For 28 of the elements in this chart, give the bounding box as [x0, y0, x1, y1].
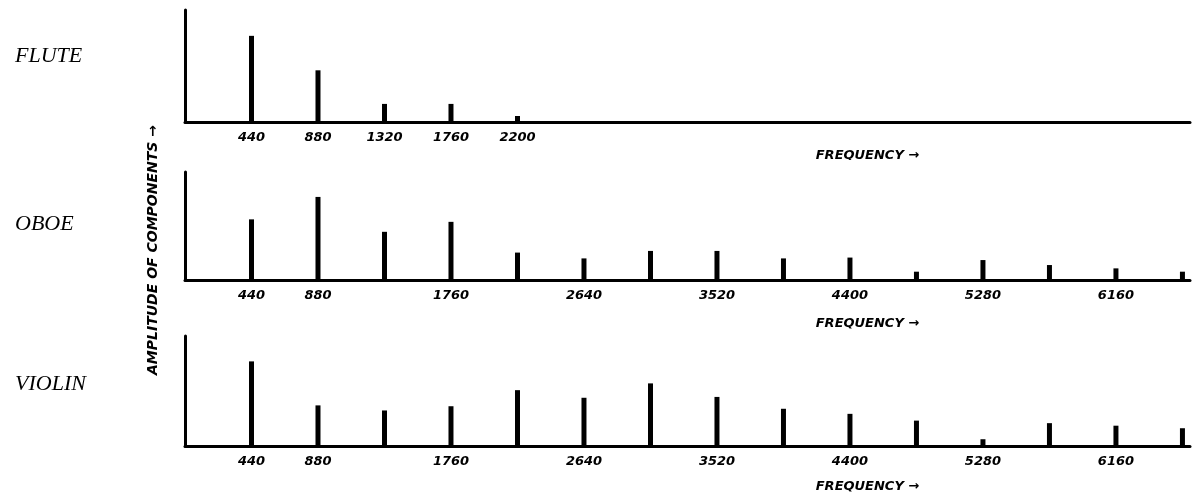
x-tick-label: 4400	[830, 453, 869, 468]
x-tick-label: 440	[236, 129, 266, 144]
x-tick-label: 5280	[964, 453, 1002, 468]
x-tick-label: 1760	[432, 129, 470, 144]
x-tick-label: 5280	[964, 287, 1002, 302]
x-axis-title: FREQUENCY →	[815, 478, 920, 493]
x-tick-label: 880	[304, 453, 332, 468]
y-axis-title: AMPLITUDE OF COMPONENTS →	[144, 125, 160, 375]
x-tick-label: 880	[304, 129, 332, 144]
x-tick-label: 6160	[1097, 287, 1135, 302]
x-tick-label: 440	[236, 453, 266, 468]
x-tick-label: 2640	[565, 287, 603, 302]
x-tick-label: 440	[236, 287, 266, 302]
x-tick-label: 4400	[830, 287, 869, 302]
x-tick-label: 2640	[565, 453, 603, 468]
x-tick-label: 2200	[499, 129, 536, 144]
x-axis-title: FREQUENCY →	[815, 146, 920, 162]
x-tick-label: 6160	[1097, 453, 1135, 468]
x-tick-label: 3520	[698, 453, 736, 468]
x-tick-label: 3520	[698, 287, 736, 302]
x-tick-label: 1760	[432, 287, 470, 302]
x-tick-label: 880	[304, 287, 332, 302]
text: OBOE	[15, 209, 75, 235]
chart-title: VIOLIN	[15, 369, 88, 395]
x-tick-label: 1760	[432, 453, 470, 468]
x-axis-title: FREQUENCY →	[815, 315, 920, 330]
chart-title: FLUTE	[14, 41, 83, 67]
x-tick-label: 1320	[366, 129, 403, 144]
